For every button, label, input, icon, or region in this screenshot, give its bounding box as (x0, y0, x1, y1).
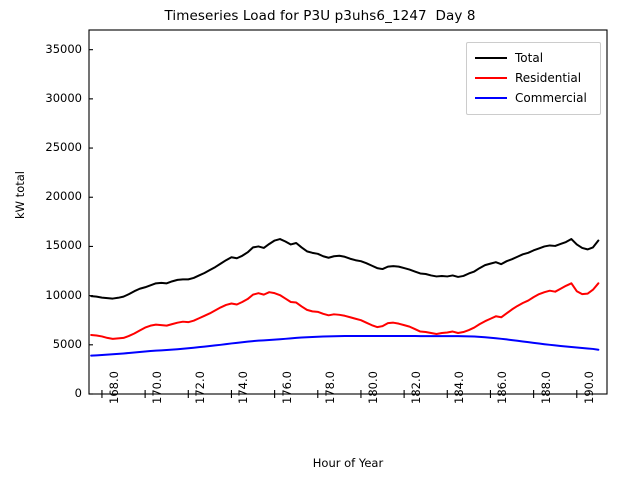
legend-swatch-residential-icon (475, 77, 507, 79)
x-tick-label: 174.0 (236, 371, 251, 404)
y-tick-label: 20000 (45, 189, 82, 204)
plot-border (88, 29, 608, 395)
series-lines (90, 238, 600, 357)
plot-frame (88, 29, 608, 395)
legend-swatch-total-icon (475, 57, 507, 59)
chart-legend: Total Residential Commercial (466, 42, 601, 115)
y-tick-label: 10000 (45, 287, 82, 302)
x-tick-label: 170.0 (150, 371, 165, 404)
x-tick-label: 176.0 (279, 371, 294, 404)
y-tick-label: 0 (74, 386, 82, 400)
axis-tick-marks (89, 49, 578, 398)
y-axis-label: kW total (13, 171, 27, 219)
series-line-commercial (90, 335, 600, 357)
series-line-residential (90, 282, 600, 340)
x-tick-label: 184.0 (452, 371, 467, 404)
legend-label: Residential (515, 71, 582, 85)
legend-entry-commercial: Commercial (473, 88, 594, 108)
x-tick-label: 178.0 (322, 371, 337, 404)
x-tick-label: 172.0 (193, 371, 208, 404)
chart-title: Timeseries Load for P3U p3uhs6_1247 Day … (164, 8, 476, 24)
legend-label: Total (515, 51, 544, 65)
legend-swatch-commercial-icon (475, 97, 507, 99)
x-tick-label: 188.0 (538, 371, 553, 404)
x-tick-label: 168.0 (106, 371, 121, 404)
y-tick-label: 25000 (45, 140, 82, 155)
x-axis-label: Hour of Year (312, 456, 384, 470)
x-tick-label: 180.0 (365, 371, 380, 404)
legend-entry-total: Total (473, 48, 594, 68)
y-tick-label: 5000 (52, 336, 82, 351)
y-axis-tick-labels: 0 5000 10000 15000 20000 25000 30000 35000 (18, 0, 82, 480)
x-tick-label: 186.0 (495, 371, 510, 404)
y-tick-label: 30000 (45, 90, 82, 105)
legend-label: Commercial (515, 91, 587, 105)
x-tick-label: 182.0 (409, 371, 424, 404)
y-tick-label: 35000 (45, 41, 82, 56)
y-tick-label: 15000 (45, 238, 82, 253)
x-tick-label: 190.0 (581, 371, 596, 404)
legend-entry-residential: Residential (473, 68, 594, 88)
series-line-total (90, 238, 600, 300)
